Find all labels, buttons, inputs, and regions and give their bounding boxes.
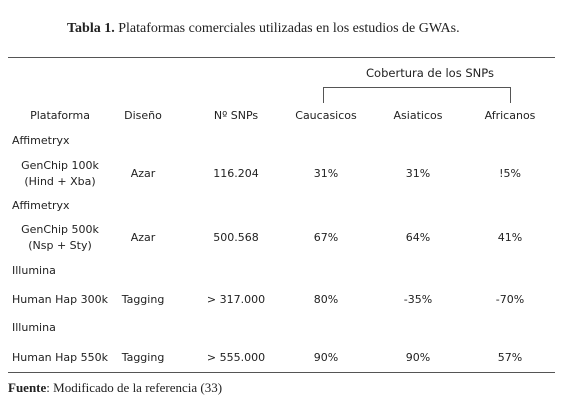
group-label: Affimetryx [12, 199, 70, 212]
column-header: Caucasicos [295, 109, 357, 122]
rule [8, 372, 555, 373]
cell: 80% [313, 293, 339, 306]
group-label: Illumina [12, 321, 56, 334]
cell: 31% [313, 167, 339, 180]
column-header: Diseño [124, 109, 162, 122]
cell: -35% [403, 293, 433, 306]
title: Tabla 1. Plataformas comerciales utiliza… [67, 22, 460, 36]
cell: 500.568 [213, 231, 259, 244]
cell: > 317.000 [206, 293, 266, 306]
footer-label: Fuente [8, 380, 47, 395]
platform: Human Hap 300k [11, 293, 109, 306]
column-header: Plataforma [30, 109, 90, 122]
bracket [323, 87, 511, 88]
column-header: Africanos [484, 109, 536, 122]
cell: -70% [495, 293, 525, 306]
bracket [323, 87, 324, 103]
platform: GenChip 500k [21, 223, 99, 236]
cell: !5% [499, 167, 521, 180]
platform: (Nsp + Sty) [28, 239, 92, 252]
cell: Tagging [121, 351, 165, 364]
cell: 57% [497, 351, 523, 364]
group-label: Illumina [12, 264, 56, 277]
cell: 90% [405, 351, 431, 364]
cell: 31% [405, 167, 431, 180]
cell: 64% [405, 231, 431, 244]
group-header: Cobertura de los SNPs [366, 66, 494, 80]
cell: > 555.000 [206, 351, 266, 364]
column-header: Nº SNPs [213, 109, 259, 122]
title-text: Plataformas comerciales utilizadas en lo… [118, 21, 460, 36]
rule [8, 57, 555, 58]
cell: 41% [497, 231, 523, 244]
group-label: Affimetryx [12, 134, 70, 147]
cell: Azar [130, 167, 156, 180]
platform: GenChip 100k [21, 159, 99, 172]
cell: 116.204 [213, 167, 259, 180]
cell: 67% [313, 231, 339, 244]
footer: Fuente: Modificado de la referencia (33) [8, 381, 222, 395]
cell: Azar [130, 231, 156, 244]
column-header: Asiaticos [393, 109, 443, 122]
title-label: Tabla 1. [67, 21, 115, 36]
footer-text: : Modificado de la referencia (33) [46, 380, 223, 395]
bracket [510, 87, 511, 103]
platform: Human Hap 550k [11, 351, 109, 364]
cell: Tagging [121, 293, 165, 306]
cell: 90% [313, 351, 339, 364]
platform: (Hind + Xba) [24, 175, 96, 188]
